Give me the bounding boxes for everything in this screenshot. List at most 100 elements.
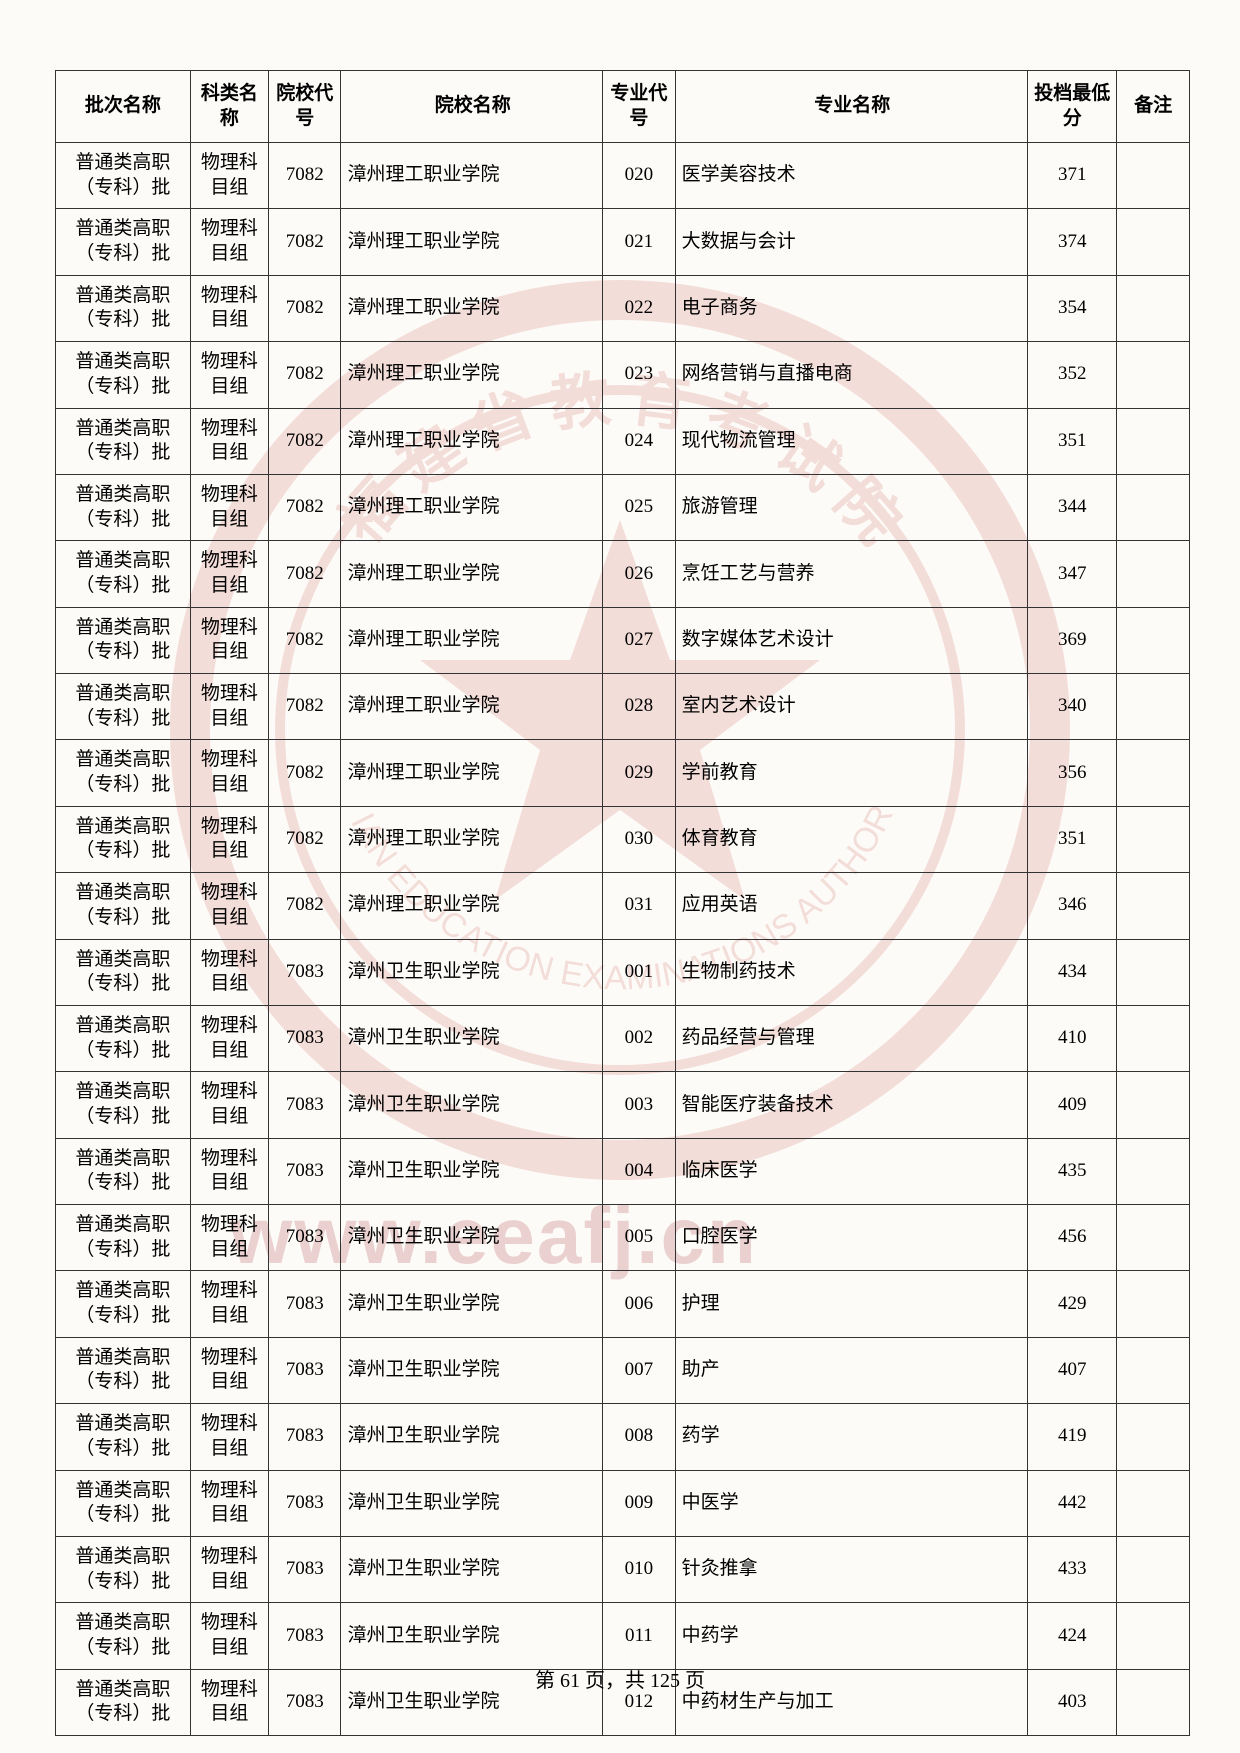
cell-category: 物理科目组: [190, 674, 268, 740]
table-row: 普通类高职（专科）批物理科目组7083漳州卫生职业学院007助产407: [56, 1337, 1190, 1403]
cell-school-name: 漳州理工职业学院: [341, 275, 603, 341]
cell-school-name: 漳州卫生职业学院: [341, 1470, 603, 1536]
cell-category: 物理科目组: [190, 342, 268, 408]
cell-school-code: 7083: [268, 1337, 341, 1403]
cell-note: [1117, 1005, 1190, 1071]
table-row: 普通类高职（专科）批物理科目组7082漳州理工职业学院024现代物流管理351: [56, 408, 1190, 474]
cell-category: 物理科目组: [190, 607, 268, 673]
cell-score: 344: [1027, 474, 1116, 540]
cell-major-code: 004: [603, 1138, 676, 1204]
table-row: 普通类高职（专科）批物理科目组7083漳州卫生职业学院011中药学424: [56, 1603, 1190, 1669]
cell-major-code: 002: [603, 1005, 676, 1071]
cell-school-code: 7083: [268, 1404, 341, 1470]
cell-note: [1117, 143, 1190, 209]
header-major-name: 专业名称: [675, 71, 1027, 143]
cell-category: 物理科目组: [190, 939, 268, 1005]
cell-batch: 普通类高职（专科）批: [56, 1005, 191, 1071]
cell-school-name: 漳州卫生职业学院: [341, 1005, 603, 1071]
cell-major-code: 005: [603, 1205, 676, 1271]
cell-major-name: 现代物流管理: [675, 408, 1027, 474]
cell-school-name: 漳州理工职业学院: [341, 873, 603, 939]
cell-school-code: 7083: [268, 1536, 341, 1602]
cell-note: [1117, 1404, 1190, 1470]
cell-major-name: 生物制药技术: [675, 939, 1027, 1005]
table-body: 普通类高职（专科）批物理科目组7082漳州理工职业学院020医学美容技术371普…: [56, 143, 1190, 1736]
cell-major-name: 大数据与会计: [675, 209, 1027, 275]
cell-school-code: 7082: [268, 674, 341, 740]
cell-major-code: 029: [603, 740, 676, 806]
cell-major-code: 028: [603, 674, 676, 740]
cell-major-name: 学前教育: [675, 740, 1027, 806]
cell-score: 369: [1027, 607, 1116, 673]
cell-category: 物理科目组: [190, 1138, 268, 1204]
cell-batch: 普通类高职（专科）批: [56, 740, 191, 806]
cell-school-code: 7082: [268, 740, 341, 806]
table-row: 普通类高职（专科）批物理科目组7083漳州卫生职业学院010针灸推拿433: [56, 1536, 1190, 1602]
header-major-code: 专业代号: [603, 71, 676, 143]
cell-school-name: 漳州理工职业学院: [341, 143, 603, 209]
cell-category: 物理科目组: [190, 1271, 268, 1337]
cell-score: 433: [1027, 1536, 1116, 1602]
cell-major-code: 031: [603, 873, 676, 939]
cell-school-code: 7082: [268, 541, 341, 607]
cell-school-name: 漳州理工职业学院: [341, 408, 603, 474]
cell-score: 424: [1027, 1603, 1116, 1669]
cell-score: 340: [1027, 674, 1116, 740]
cell-score: 409: [1027, 1072, 1116, 1138]
cell-school-name: 漳州卫生职业学院: [341, 1536, 603, 1602]
cell-school-name: 漳州理工职业学院: [341, 474, 603, 540]
cell-batch: 普通类高职（专科）批: [56, 674, 191, 740]
cell-major-code: 020: [603, 143, 676, 209]
cell-school-code: 7082: [268, 209, 341, 275]
cell-major-code: 021: [603, 209, 676, 275]
cell-major-name: 医学美容技术: [675, 143, 1027, 209]
cell-school-code: 7082: [268, 806, 341, 872]
cell-school-code: 7083: [268, 1005, 341, 1071]
cell-major-name: 网络营销与直播电商: [675, 342, 1027, 408]
cell-note: [1117, 939, 1190, 1005]
cell-note: [1117, 607, 1190, 673]
cell-major-code: 011: [603, 1603, 676, 1669]
cell-note: [1117, 209, 1190, 275]
table-row: 普通类高职（专科）批物理科目组7083漳州卫生职业学院001生物制药技术434: [56, 939, 1190, 1005]
table-row: 普通类高职（专科）批物理科目组7083漳州卫生职业学院002药品经营与管理410: [56, 1005, 1190, 1071]
cell-category: 物理科目组: [190, 143, 268, 209]
cell-school-code: 7083: [268, 1205, 341, 1271]
cell-school-code: 7082: [268, 342, 341, 408]
cell-school-name: 漳州理工职业学院: [341, 806, 603, 872]
table-row: 普通类高职（专科）批物理科目组7082漳州理工职业学院027数字媒体艺术设计36…: [56, 607, 1190, 673]
cell-major-name: 旅游管理: [675, 474, 1027, 540]
cell-major-code: 007: [603, 1337, 676, 1403]
cell-batch: 普通类高职（专科）批: [56, 873, 191, 939]
cell-score: 456: [1027, 1205, 1116, 1271]
cell-batch: 普通类高职（专科）批: [56, 209, 191, 275]
cell-score: 374: [1027, 209, 1116, 275]
cell-category: 物理科目组: [190, 474, 268, 540]
cell-school-code: 7082: [268, 408, 341, 474]
table-row: 普通类高职（专科）批物理科目组7082漳州理工职业学院031应用英语346: [56, 873, 1190, 939]
cell-score: 435: [1027, 1138, 1116, 1204]
cell-major-name: 药品经营与管理: [675, 1005, 1027, 1071]
cell-score: 352: [1027, 342, 1116, 408]
cell-major-name: 护理: [675, 1271, 1027, 1337]
cell-category: 物理科目组: [190, 1404, 268, 1470]
header-school-code: 院校代号: [268, 71, 341, 143]
table-row: 普通类高职（专科）批物理科目组7082漳州理工职业学院025旅游管理344: [56, 474, 1190, 540]
cell-score: 347: [1027, 541, 1116, 607]
cell-school-name: 漳州卫生职业学院: [341, 1271, 603, 1337]
cell-major-code: 003: [603, 1072, 676, 1138]
table-row: 普通类高职（专科）批物理科目组7083漳州卫生职业学院004临床医学435: [56, 1138, 1190, 1204]
cell-batch: 普通类高职（专科）批: [56, 1536, 191, 1602]
cell-school-code: 7082: [268, 143, 341, 209]
cell-category: 物理科目组: [190, 408, 268, 474]
cell-batch: 普通类高职（专科）批: [56, 1337, 191, 1403]
cell-category: 物理科目组: [190, 1005, 268, 1071]
cell-category: 物理科目组: [190, 1603, 268, 1669]
cell-school-name: 漳州理工职业学院: [341, 209, 603, 275]
table-row: 普通类高职（专科）批物理科目组7082漳州理工职业学院022电子商务354: [56, 275, 1190, 341]
cell-major-name: 针灸推拿: [675, 1536, 1027, 1602]
cell-school-name: 漳州理工职业学院: [341, 607, 603, 673]
cell-school-code: 7083: [268, 1271, 341, 1337]
cell-major-name: 智能医疗装备技术: [675, 1072, 1027, 1138]
cell-category: 物理科目组: [190, 1072, 268, 1138]
